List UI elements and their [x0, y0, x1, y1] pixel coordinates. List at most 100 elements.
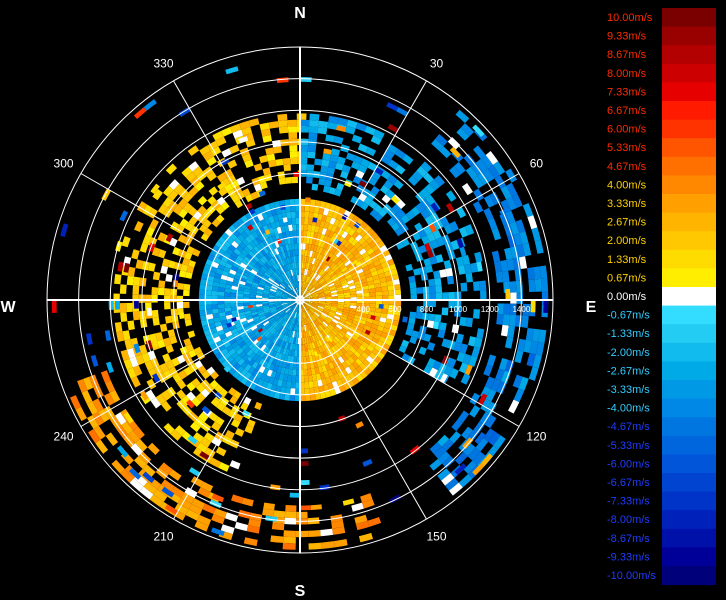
- echo-cell: [274, 345, 280, 353]
- echo-cell: [243, 307, 251, 312]
- legend-label: -8.67m/s: [607, 533, 650, 545]
- echo-cell: [304, 330, 308, 338]
- echo-cell: [313, 206, 320, 214]
- echo-cell: [393, 284, 401, 291]
- echo-cell: [205, 295, 212, 300]
- echo-cell: [157, 249, 167, 259]
- echo-cell: [296, 312, 299, 319]
- echo-cell: [367, 161, 378, 172]
- echo-cell: [485, 401, 497, 415]
- echo-cell: [309, 361, 315, 369]
- echo-cell: [378, 208, 388, 218]
- echo-cell: [256, 322, 263, 328]
- echo-cell: [342, 335, 350, 343]
- echo-cell: [127, 266, 136, 277]
- echo-cell: [151, 287, 159, 296]
- echo-cell: [461, 183, 473, 196]
- legend-label: -10.00m/s: [607, 570, 656, 582]
- echo-cell: [227, 272, 236, 279]
- echo-cell: [241, 153, 252, 163]
- echo-cell: [388, 304, 395, 310]
- echo-cell: [276, 226, 282, 234]
- echo-cell: [324, 335, 330, 343]
- echo-cell: [391, 203, 402, 214]
- echo-cell: [340, 315, 348, 321]
- echo-cell: [286, 250, 291, 258]
- echo-cell: [271, 284, 279, 289]
- echo-cell: [506, 182, 518, 197]
- echo-cell: [394, 304, 402, 311]
- echo-cell: [422, 172, 434, 184]
- echo-cell: [333, 279, 341, 285]
- echo-cell: [337, 322, 344, 328]
- echo-cell: [250, 289, 257, 294]
- echo-cell: [270, 535, 284, 543]
- echo-speckle: [472, 124, 485, 138]
- echo-cell: [318, 300, 326, 303]
- echo-cell: [131, 249, 140, 260]
- echo-cell: [429, 292, 436, 300]
- echo-cell: [312, 295, 319, 298]
- echo-cell: [288, 243, 293, 251]
- echo-cell: [323, 370, 330, 379]
- echo-cell: [217, 263, 225, 271]
- echo-cell: [451, 418, 463, 432]
- echo-cell: [318, 246, 324, 254]
- echo-cell: [306, 300, 313, 303]
- echo-cell: [304, 275, 308, 282]
- echo-cell: [252, 238, 260, 246]
- echo-cell: [240, 320, 248, 326]
- echo-cell: [314, 238, 320, 246]
- echo-cell: [144, 360, 154, 371]
- echo-cell: [202, 324, 210, 332]
- echo-cell: [356, 255, 364, 263]
- echo-cell: [483, 364, 493, 377]
- echo-cell: [307, 276, 312, 284]
- echo-cell: [263, 375, 271, 383]
- echo-cell: [226, 174, 237, 184]
- echo-cell: [309, 250, 314, 258]
- echo-cell: [344, 366, 353, 375]
- echo-cell: [207, 195, 217, 206]
- echo-cell: [258, 358, 266, 366]
- echo-cell: [187, 330, 196, 339]
- echo-cell: [315, 275, 322, 282]
- echo-cell: [281, 266, 286, 273]
- echo-cell: [92, 411, 105, 426]
- echo-cell: [181, 166, 193, 178]
- echo-cell: [282, 272, 288, 279]
- echo-cell: [268, 390, 276, 398]
- echo-cell: [484, 376, 495, 389]
- echo-cell: [335, 162, 344, 171]
- echo-cell: [429, 458, 443, 471]
- echo-cell: [447, 357, 457, 369]
- echo-cell: [230, 123, 242, 133]
- echo-cell: [439, 216, 450, 227]
- echo-cell: [312, 302, 319, 305]
- echo-cell: [489, 191, 501, 206]
- echo-cell: [296, 262, 299, 269]
- echo-cell: [280, 283, 286, 289]
- echo-cell: [265, 382, 273, 391]
- echo-cell: [268, 317, 275, 323]
- echo-cell: [133, 426, 145, 440]
- echo-cell: [270, 384, 278, 392]
- legend-swatch: [662, 156, 716, 176]
- echo-cell: [285, 231, 291, 239]
- echo-cell: [248, 260, 256, 267]
- echo-cell: [253, 163, 263, 172]
- echo-cell: [201, 370, 211, 380]
- azimuth-label: 240: [54, 430, 74, 444]
- echo-cell: [283, 536, 296, 544]
- echo-cell: [126, 275, 135, 286]
- echo-speckle: [374, 167, 384, 176]
- legend-label: -9.33m/s: [607, 551, 650, 563]
- echo-cell: [341, 281, 349, 287]
- echo-cell: [318, 304, 325, 308]
- echo-cell: [314, 200, 322, 208]
- echo-cell: [369, 266, 377, 273]
- echo-cell: [205, 334, 214, 342]
- echo-cell: [300, 388, 305, 395]
- echo-cell: [237, 358, 245, 366]
- echo-cell: [267, 268, 274, 275]
